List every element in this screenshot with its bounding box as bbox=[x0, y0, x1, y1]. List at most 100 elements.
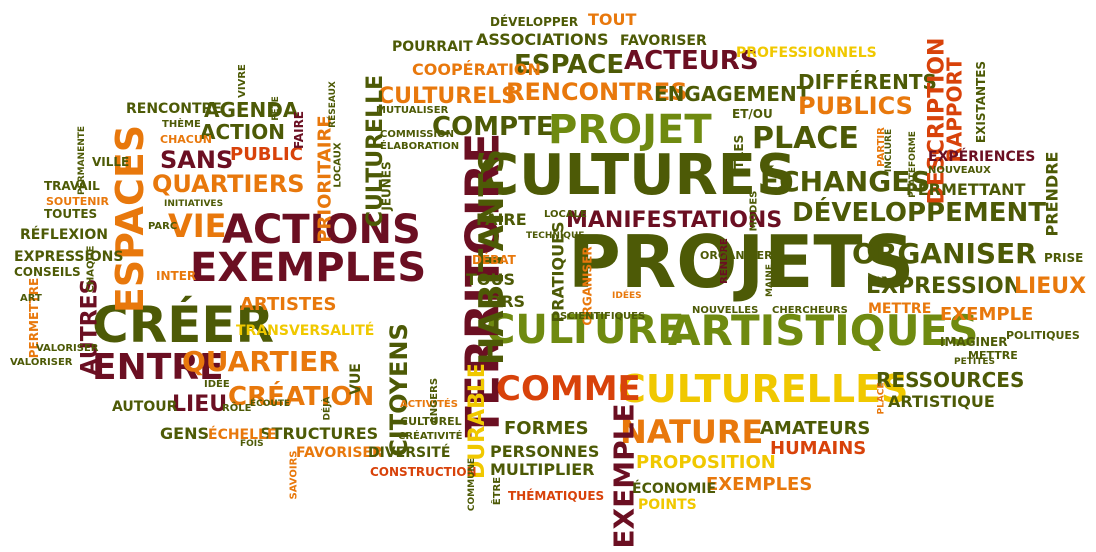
word: MULTIPLIER bbox=[490, 460, 595, 479]
word: SANS bbox=[160, 146, 234, 174]
word: TOUS bbox=[466, 270, 516, 289]
word: PERMETTANT bbox=[906, 180, 1026, 199]
word: PROPOSITION bbox=[636, 452, 776, 473]
word: TOUTES bbox=[44, 207, 98, 221]
word: CRÉATION bbox=[228, 382, 375, 412]
word: CULTURELLES bbox=[618, 367, 909, 411]
word: POINTS bbox=[638, 497, 697, 513]
word: ACTIONS bbox=[222, 207, 421, 253]
word: VALORISER bbox=[36, 343, 99, 354]
word: PLACE bbox=[752, 121, 859, 156]
word: EXPÉRIENCES bbox=[928, 149, 1036, 165]
word: ENGAGEMENT bbox=[654, 82, 811, 106]
word: CULTURE bbox=[486, 307, 685, 353]
word: STRUCTURES bbox=[260, 424, 379, 443]
word: ACTIVITÉS bbox=[400, 399, 458, 410]
word: ENTRE bbox=[92, 347, 224, 388]
word: RENCONTRE bbox=[126, 101, 222, 117]
word: PERMANENTE bbox=[77, 125, 88, 196]
word: COMME bbox=[496, 369, 641, 409]
word: CONSTRUCTION bbox=[370, 465, 477, 479]
word: IDÉES bbox=[612, 291, 642, 301]
word: DÉBAT bbox=[472, 253, 516, 267]
word: PETITES bbox=[954, 357, 996, 367]
word: MAINE bbox=[764, 264, 775, 297]
word: FORMES bbox=[504, 418, 589, 439]
word: PRISE bbox=[1044, 251, 1084, 265]
word: POLITIQUES bbox=[1006, 329, 1080, 342]
word: FAIRE bbox=[476, 210, 527, 229]
word: CRÉER bbox=[92, 296, 275, 354]
word: EXISTANTES bbox=[974, 60, 989, 144]
word: ACTION bbox=[200, 120, 285, 144]
word: ET/OU bbox=[732, 107, 773, 121]
word: ARTISTES bbox=[240, 294, 337, 315]
word: ÉCONOMIE bbox=[632, 481, 717, 497]
word: COMPTE bbox=[432, 112, 554, 142]
word: NATURE bbox=[620, 413, 764, 451]
word: VIE bbox=[168, 207, 227, 245]
word: NOUVEAUX bbox=[928, 165, 991, 176]
word: LORS bbox=[478, 292, 526, 311]
word: DÉVELOPPER bbox=[490, 15, 579, 29]
word: ÉCHANGES bbox=[760, 165, 931, 198]
word: CULTUREL bbox=[400, 415, 462, 428]
word: PROJETS bbox=[568, 220, 915, 304]
word: PUBLIC bbox=[230, 144, 303, 165]
word: RÔLE bbox=[222, 403, 252, 414]
word: IDÉE bbox=[204, 379, 230, 390]
word: CRÉATIVITÉ bbox=[398, 431, 463, 442]
word: PARTIR bbox=[875, 127, 887, 167]
word: INITIATIVES bbox=[164, 199, 224, 209]
word: LIEUX bbox=[1014, 274, 1087, 299]
word: ARTISTIQUE bbox=[888, 392, 995, 411]
word: ACTEURS bbox=[624, 46, 759, 76]
word: AUTRES bbox=[77, 278, 103, 376]
word: TECHNIQUE bbox=[526, 231, 585, 241]
word: PLACE bbox=[876, 382, 887, 415]
word: SCIENTIFIQUES bbox=[560, 311, 646, 322]
word: DIVERSITÉ bbox=[368, 445, 451, 461]
word: PROJET bbox=[548, 107, 712, 153]
word: THÉMATIQUES bbox=[508, 489, 605, 503]
word: PUBLICS bbox=[798, 92, 913, 120]
word: ÉCOUTE bbox=[250, 399, 290, 409]
word: ESPACES bbox=[108, 124, 153, 314]
word: INTER bbox=[156, 269, 197, 283]
word: VALORISER bbox=[10, 357, 73, 368]
word: CONSEILS bbox=[14, 265, 81, 279]
word: RENCONTRES bbox=[506, 78, 688, 106]
word: FAIRE bbox=[292, 110, 307, 150]
word: TOUT bbox=[588, 10, 637, 29]
word: ART bbox=[20, 293, 42, 304]
word: POURRAIT bbox=[392, 39, 473, 55]
word: PROFESSIONNELS bbox=[736, 45, 877, 61]
word: LOCAUX bbox=[332, 142, 344, 188]
word: VUE bbox=[347, 363, 364, 395]
word: PARC bbox=[148, 221, 178, 232]
word: CULTURES bbox=[478, 143, 797, 208]
word: GENS bbox=[160, 424, 209, 443]
word: FÊTE bbox=[270, 96, 281, 121]
word: COOPÉRATION bbox=[412, 60, 541, 79]
word: FAVORISER bbox=[620, 33, 707, 49]
word: EXEMPLES bbox=[706, 474, 813, 495]
word: EXEMPLE bbox=[940, 304, 1034, 325]
word: FOIS bbox=[240, 439, 264, 449]
word: ÊTRES bbox=[732, 134, 747, 178]
word: NOUVELLES bbox=[692, 305, 759, 316]
word: SAVOIRS bbox=[288, 450, 300, 500]
word: JEUNES bbox=[379, 161, 394, 211]
word: ÊTRE bbox=[492, 476, 504, 506]
word: COMMUNE bbox=[467, 457, 478, 512]
word: CULTURELS bbox=[378, 84, 518, 109]
word: QUARTIERS bbox=[152, 170, 305, 198]
word: VIVRE bbox=[236, 64, 248, 98]
word: DIFFÉRENTS bbox=[798, 70, 937, 94]
word: ORGANISER bbox=[852, 237, 1037, 270]
word: AMATEURS bbox=[760, 418, 871, 439]
word: MODES bbox=[748, 190, 760, 232]
word: CHAQUE bbox=[85, 245, 97, 293]
word: AGENDA bbox=[204, 98, 299, 122]
